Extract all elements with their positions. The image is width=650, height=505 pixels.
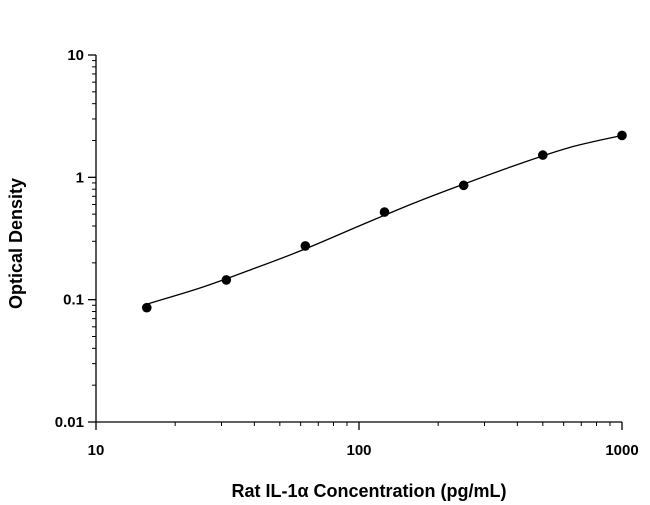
x-tick-label: 100: [346, 442, 371, 459]
axes: [95, 55, 622, 423]
data-point: [300, 241, 311, 251]
data-point: [141, 302, 152, 313]
data-point: [221, 275, 232, 285]
y-ticks: 0.01 0.1 1 10: [55, 47, 96, 431]
data-point: [538, 150, 548, 160]
x-axis-title: Rat IL-1α Concentration (pg/mL): [231, 481, 506, 501]
y-tick-label: 10: [67, 47, 84, 64]
x-tick-label: 10: [88, 442, 105, 459]
y-tick-label: 1: [76, 169, 84, 186]
y-axis-title: Optical Density: [6, 178, 26, 309]
data-points: [141, 130, 627, 313]
fit-curve: [146, 134, 623, 305]
x-tick-label: 1000: [605, 442, 638, 459]
data-point: [458, 180, 469, 191]
x-ticks: 10 100 1000: [88, 422, 639, 459]
data-point: [379, 207, 390, 217]
y-tick-label: 0.01: [55, 414, 84, 431]
y-tick-label: 0.1: [63, 292, 84, 309]
data-point: [617, 130, 627, 141]
